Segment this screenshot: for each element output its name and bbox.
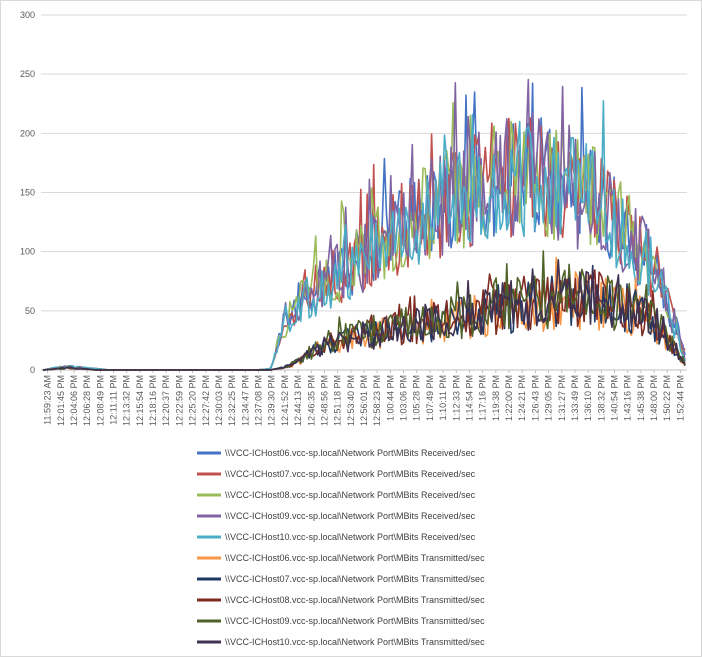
legend-item: \\VCC-ICHost08.vcc-sp.local\Network Port… — [197, 595, 485, 605]
x-tick-label: 1:40:54 PM — [609, 375, 619, 421]
y-tick-label: 50 — [25, 306, 35, 316]
y-tick-label: 100 — [20, 247, 35, 257]
legend-item: \\VCC-ICHost10.vcc-sp.local\Network Port… — [197, 532, 476, 542]
legend-item: \\VCC-ICHost08.vcc-sp.local\Network Port… — [197, 490, 476, 500]
x-tick-label: 1:38:32 PM — [596, 375, 606, 421]
x-tick-label: 12:06:28 PM — [82, 375, 92, 426]
x-tick-label: 1:33:49 PM — [570, 375, 580, 421]
x-tick-label: 1:00:44 PM — [385, 375, 395, 421]
x-tick-label: 12:30:03 PM — [214, 375, 224, 426]
x-tick-label: 12:13:32 PM — [122, 375, 132, 426]
x-tick-label: 1:43:16 PM — [623, 375, 633, 421]
y-tick-label: 150 — [20, 188, 35, 198]
x-tick-label: 1:10:11 PM — [438, 375, 448, 420]
x-tick-label: 1:17:16 PM — [478, 375, 488, 421]
legend-label: \\VCC-ICHost10.vcc-sp.local\Network Port… — [225, 532, 476, 542]
x-tick-label: 1:45:38 PM — [636, 375, 646, 421]
x-tick-label: 1:19:38 PM — [491, 375, 501, 421]
y-axis: 0 50 100 150 200 250 300 — [20, 10, 35, 375]
x-tick-label: 12:25:20 PM — [188, 375, 198, 426]
x-tick-label: 12:01:45 PM — [56, 375, 66, 426]
y-tick-label: 200 — [20, 128, 35, 138]
y-tick-label: 0 — [30, 365, 35, 375]
x-tick-label: 12:04:06 PM — [69, 375, 79, 426]
x-tick-label: 12:15:54 PM — [135, 375, 145, 426]
x-tick-label: 1:22:00 PM — [504, 375, 514, 421]
x-tick-label: 1:31:27 PM — [557, 375, 567, 421]
x-tick-label: 12:18:16 PM — [148, 375, 158, 426]
x-tick-label: 12:46:35 PM — [306, 375, 316, 426]
legend-item: \\VCC-ICHost06.vcc-sp.local\Network Port… — [197, 448, 476, 458]
x-tick-label: 1:50:22 PM — [662, 375, 672, 421]
legend-label: \\VCC-ICHost09.vcc-sp.local\Network Port… — [225, 511, 476, 521]
x-tick-label: 12:51:18 PM — [333, 375, 343, 426]
legend-item: \\VCC-ICHost06.vcc-sp.local\Network Port… — [197, 553, 485, 563]
legend-label: \\VCC-ICHost10.vcc-sp.local\Network Port… — [225, 637, 485, 647]
legend-label: \\VCC-ICHost06.vcc-sp.local\Network Port… — [225, 553, 485, 563]
x-tick-label: 1:24:21 PM — [517, 375, 527, 421]
x-tick-label: 12:27:42 PM — [201, 375, 211, 426]
x-tick-label: 12:53:40 PM — [346, 375, 356, 426]
x-tick-label: 12:44:13 PM — [293, 375, 303, 426]
x-tick-label: 12:32:25 PM — [227, 375, 237, 426]
x-tick-label: 12:34:47 PM — [240, 375, 250, 426]
legend: \\VCC-ICHost06.vcc-sp.local\Network Port… — [197, 448, 485, 647]
legend-label: \\VCC-ICHost06.vcc-sp.local\Network Port… — [225, 448, 476, 458]
x-tick-label: 12:37:08 PM — [254, 375, 264, 426]
legend-item: \\VCC-ICHost07.vcc-sp.local\Network Port… — [197, 469, 476, 479]
x-tick-label: 1:52:44 PM — [675, 375, 685, 421]
series-line — [42, 258, 686, 371]
y-tick-label: 300 — [20, 10, 35, 20]
x-tick-label: 12:20:37 PM — [161, 375, 171, 426]
legend-label: \\VCC-ICHost09.vcc-sp.local\Network Port… — [225, 616, 485, 626]
x-tick-label: 1:29:05 PM — [544, 375, 554, 421]
x-tick-label: 1:36:10 PM — [583, 375, 593, 421]
legend-item: \\VCC-ICHost09.vcc-sp.local\Network Port… — [197, 616, 485, 626]
legend-label: \\VCC-ICHost08.vcc-sp.local\Network Port… — [225, 490, 476, 500]
legend-item: \\VCC-ICHost07.vcc-sp.local\Network Port… — [197, 574, 485, 584]
x-tick-label: 1:05:28 PM — [412, 375, 422, 421]
x-tick-label: 12:41:52 PM — [280, 375, 290, 426]
y-tick-label: 250 — [20, 69, 35, 79]
legend-label: \\VCC-ICHost08.vcc-sp.local\Network Port… — [225, 595, 485, 605]
x-tick-label: 1:14:54 PM — [464, 375, 474, 421]
legend-label: \\VCC-ICHost07.vcc-sp.local\Network Port… — [225, 469, 476, 479]
x-tick-label: 1:26:43 PM — [530, 375, 540, 421]
x-tick-label: 12:48:56 PM — [319, 375, 329, 426]
x-tick-label: 12:11:11 PM — [109, 375, 119, 425]
legend-label: \\VCC-ICHost07.vcc-sp.local\Network Port… — [225, 574, 485, 584]
x-tick-label: 12:08:49 PM — [95, 375, 105, 426]
x-tick-label: 1:12:33 PM — [451, 375, 461, 421]
x-tick-label: 12:22:59 PM — [174, 375, 184, 426]
x-tick-label: 1:48:00 PM — [649, 375, 659, 421]
series-lines — [42, 78, 686, 371]
x-tick-label: 1:07:49 PM — [425, 375, 435, 421]
legend-item: \\VCC-ICHost10.vcc-sp.local\Network Port… — [197, 637, 485, 647]
x-axis: 11:59:23 AM 12:01:45 PM 12:04:06 PM 12:06:2… — [43, 370, 685, 426]
x-tick-label: 12:39:30 PM — [267, 375, 277, 426]
x-tick-label: 11:59:23 AM — [43, 375, 53, 425]
x-tick-label: 12:56:01 PM — [359, 375, 369, 426]
legend-item: \\VCC-ICHost09.vcc-sp.local\Network Port… — [197, 511, 476, 521]
x-tick-label: 12:58:23 PM — [372, 375, 382, 426]
x-tick-label: 1:03:06 PM — [399, 375, 409, 421]
